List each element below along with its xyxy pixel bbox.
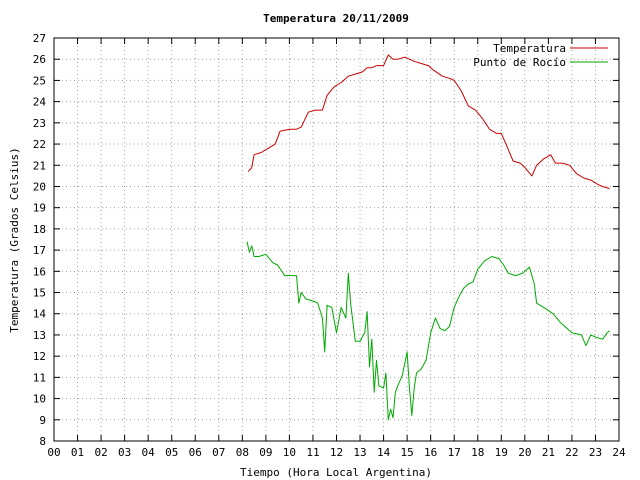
y-tick-label: 12 bbox=[33, 350, 46, 363]
y-tick-label: 10 bbox=[33, 393, 46, 406]
x-tick-label: 16 bbox=[424, 446, 437, 459]
y-tick-labels: 8 9 10 11 12 13 14 15 16 17 18 19 20 21 22 23 24 25 26 27 bbox=[33, 32, 47, 448]
y-tick-label: 9 bbox=[39, 414, 46, 427]
x-tick-label: 17 bbox=[448, 446, 461, 459]
x-axis-label: Tiempo (Hora Local Argentina) bbox=[240, 466, 432, 479]
y-tick-label: 14 bbox=[33, 308, 47, 321]
y-tick-label: 11 bbox=[33, 371, 46, 384]
legend-label-temperatura: Temperatura bbox=[493, 42, 566, 55]
x-tick-label: 05 bbox=[165, 446, 178, 459]
series-layer bbox=[246, 54, 610, 421]
y-tick-label: 22 bbox=[33, 138, 46, 151]
y-tick-label: 17 bbox=[33, 244, 46, 257]
series-line-0 bbox=[247, 54, 610, 190]
y-tick-label: 20 bbox=[33, 180, 46, 193]
x-tick-label: 04 bbox=[142, 446, 156, 459]
y-axis-label: Temperatura (Grados Celsius) bbox=[8, 147, 21, 332]
x-tick-label: 06 bbox=[189, 446, 202, 459]
x-tick-label: 23 bbox=[589, 446, 602, 459]
x-tick-label: 07 bbox=[212, 446, 225, 459]
x-tick-label: 02 bbox=[94, 446, 107, 459]
x-tick-label: 00 bbox=[47, 446, 60, 459]
x-tick-label: 19 bbox=[495, 446, 508, 459]
y-tick-label: 15 bbox=[33, 287, 46, 300]
x-tick-label: 10 bbox=[283, 446, 296, 459]
x-tick-label: 01 bbox=[71, 446, 84, 459]
y-tick-label: 25 bbox=[33, 74, 46, 87]
y-tick-label: 21 bbox=[33, 159, 46, 172]
y-tick-label: 18 bbox=[33, 223, 46, 236]
chart-title: Temperatura 20/11/2009 bbox=[263, 12, 409, 25]
y-tick-label: 26 bbox=[33, 53, 46, 66]
x-tick-labels: 00 01 02 03 04 05 06 07 08 09 10 11 12 13 14 15 16 17 18 19… bbox=[47, 446, 626, 459]
x-tick-label: 12 bbox=[330, 446, 343, 459]
x-tick-label: 18 bbox=[471, 446, 484, 459]
axis-ticks bbox=[53, 37, 620, 442]
x-tick-label: 03 bbox=[118, 446, 131, 459]
y-tick-label: 13 bbox=[33, 329, 46, 342]
x-tick-label: 15 bbox=[401, 446, 414, 459]
x-tick-label: 21 bbox=[542, 446, 555, 459]
x-tick-label: 11 bbox=[306, 446, 319, 459]
x-tick-label: 08 bbox=[236, 446, 249, 459]
y-tick-label: 27 bbox=[33, 32, 46, 45]
y-tick-label: 23 bbox=[33, 117, 46, 130]
x-tick-label: 24 bbox=[612, 446, 626, 459]
x-tick-label: 13 bbox=[353, 446, 366, 459]
legend-label-punto-de-rocio: Punto de Rocío bbox=[473, 56, 566, 69]
x-tick-label: 22 bbox=[565, 446, 578, 459]
y-tick-label: 16 bbox=[33, 265, 46, 278]
x-tick-label: 14 bbox=[377, 446, 391, 459]
x-tick-label: 20 bbox=[518, 446, 531, 459]
series-line-1 bbox=[246, 241, 610, 421]
y-tick-label: 24 bbox=[33, 96, 47, 109]
legend: Temperatura Punto de Rocío bbox=[473, 42, 608, 69]
y-tick-label: 19 bbox=[33, 202, 46, 215]
x-tick-label: 09 bbox=[259, 446, 272, 459]
y-tick-label: 8 bbox=[39, 435, 46, 448]
